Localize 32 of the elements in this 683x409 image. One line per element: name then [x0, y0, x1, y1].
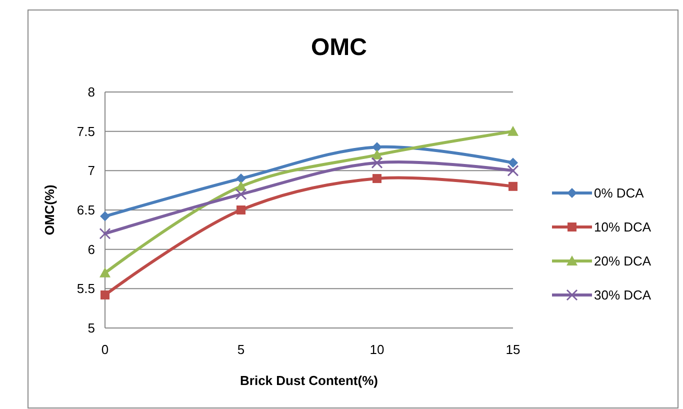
y-tick-label: 5.5: [76, 281, 95, 296]
point: [507, 164, 519, 176]
y-tick-label: 7.5: [76, 124, 95, 139]
point: [508, 182, 518, 191]
point: [508, 126, 518, 136]
y-tick-label: 6.5: [76, 202, 95, 218]
x-tick-label: 0: [101, 342, 109, 357]
point: [371, 157, 383, 169]
point: [236, 206, 246, 214]
y-tick-label: 5: [88, 320, 95, 336]
point: [372, 174, 382, 184]
point: [508, 158, 518, 168]
legend-label: 0% DCA: [594, 186, 644, 201]
x-tick-label: 5: [237, 342, 245, 357]
legend-label: 10% DCA: [594, 220, 652, 235]
legend-label: 30% DCA: [594, 288, 652, 303]
legend-label: 20% DCA: [594, 254, 652, 269]
point: [100, 211, 110, 222]
point: [372, 142, 382, 152]
point: [100, 290, 110, 300]
x-tick-label: 15: [506, 342, 520, 357]
x-tick-label: 10: [370, 342, 384, 357]
y-axis-title: OMC(%): [42, 184, 57, 236]
point: [99, 228, 111, 240]
point: [236, 174, 246, 184]
y-tick-label: 7: [88, 163, 95, 178]
chart-title: OMC: [311, 34, 367, 61]
y-tick-label: 6: [88, 242, 95, 257]
point: [100, 267, 110, 278]
x-axis-title: Brick Dust Content(%): [240, 373, 378, 388]
point: [235, 188, 247, 200]
y-tick-label: 8: [88, 84, 95, 100]
